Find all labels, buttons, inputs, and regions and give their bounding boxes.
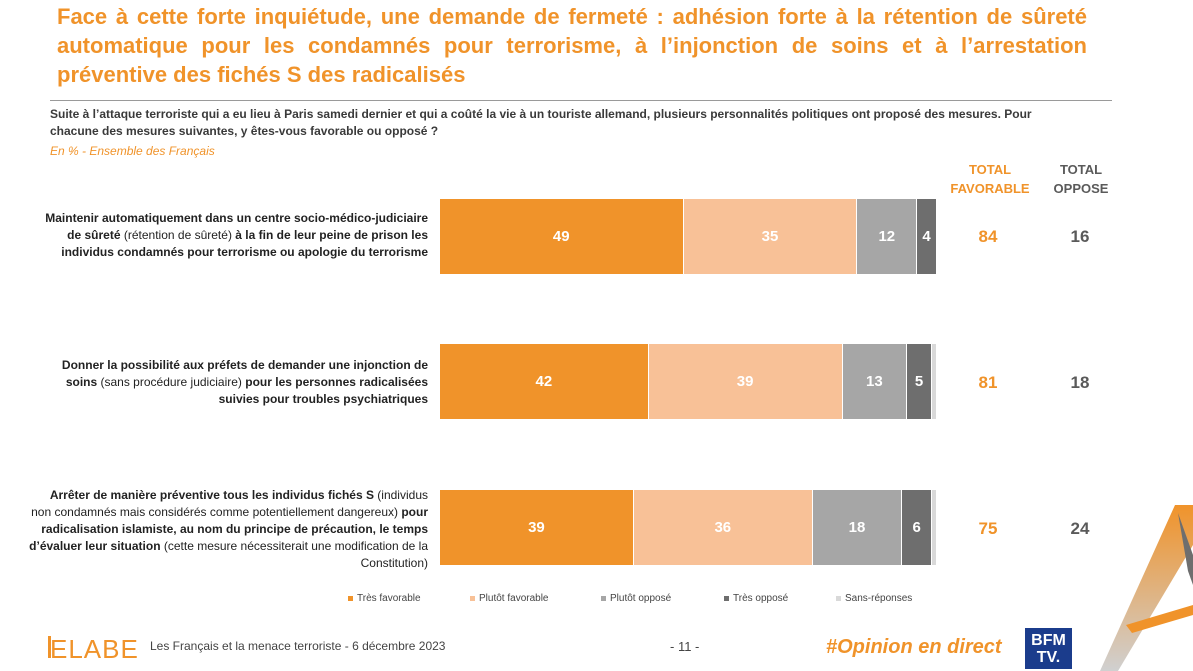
legend-swatch	[470, 596, 475, 601]
page-number: - 11 -	[670, 639, 700, 654]
legend-label: Plutôt favorable	[479, 593, 549, 604]
row-label-part: (sans procédure judiciaire)	[100, 375, 242, 389]
total-oppose-header: TOTAL OPPOSE	[1031, 160, 1131, 198]
total-favorable-value: 75	[978, 519, 998, 538]
bar-segment: 42	[440, 344, 649, 419]
opinion-hashtag: #Opinion en direct	[826, 636, 1002, 658]
legend-item: Très opposé	[724, 593, 788, 604]
total-oppose-value: 24	[1070, 519, 1090, 538]
legend-item: Plutôt opposé	[601, 593, 671, 604]
legend-label: Plutôt opposé	[610, 593, 672, 604]
bfmtv-logo-line2: TV.	[1036, 648, 1061, 666]
row-label-part: (individus non condamnés mais considérés…	[31, 488, 428, 519]
stacked-bar: 39 36 18 6	[440, 490, 937, 565]
legend-item: Plutôt favorable	[470, 593, 549, 604]
legend-item: Très favorable	[348, 593, 421, 604]
data-label: 4	[922, 228, 931, 245]
total-oppose-value: 16	[1070, 227, 1090, 246]
legend-swatch	[601, 596, 606, 601]
row-label-part: Arrêter de manière préventive tous les i…	[49, 488, 378, 502]
row-label-part: (cette mesure nécessiterait une modifica…	[163, 539, 428, 570]
legend-label: Sans-réponses	[845, 593, 913, 604]
data-label: 35	[761, 228, 779, 245]
bar-segment: 39	[440, 490, 634, 565]
decorative-a-shape	[1100, 505, 1193, 671]
data-label: 12	[878, 228, 896, 245]
data-label: 6	[912, 519, 921, 536]
title-divider	[50, 100, 1112, 101]
legend-swatch	[836, 596, 841, 601]
row-label: Donner la possibilité aux préfets de dem…	[28, 357, 428, 408]
total-favorable-value: 81	[978, 373, 998, 392]
bar-segment: 5	[907, 344, 933, 419]
bar-segment: 6	[902, 490, 933, 565]
survey-question: Suite à l’attaque terroriste qui a eu li…	[50, 107, 1032, 138]
bar-segment: 39	[648, 344, 843, 419]
stacked-bar: 49 35 12 4	[440, 199, 937, 274]
elabe-logo-text: ELABE	[50, 634, 139, 661]
bar-segment: 49	[440, 199, 684, 274]
row-label-part: Donner la possibilité aux préfets de dem…	[61, 358, 428, 389]
data-label: 18	[848, 519, 866, 536]
total-oppose-header-line2: OPPOSE	[1053, 181, 1109, 196]
total-favorable-value: 84	[978, 227, 998, 246]
bfmtv-logo: BFM TV.	[1025, 628, 1072, 669]
bar-segment	[932, 344, 937, 419]
bfmtv-logo-line1: BFM	[1031, 631, 1066, 649]
total-oppose-header-line1: TOTAL	[1059, 162, 1103, 177]
row-label-part: (rétention de sûreté)	[123, 228, 232, 242]
total-oppose-value: 18	[1070, 373, 1090, 392]
data-label: 13	[866, 373, 883, 390]
bar-segment: 18	[812, 490, 903, 565]
row-label-part: Maintenir automatiquement dans un centre…	[45, 211, 428, 242]
slide-title: Face à cette forte inquiétude, une deman…	[57, 4, 1087, 87]
legend-swatch	[348, 596, 353, 601]
total-favorable-header-line1: TOTAL	[968, 162, 1012, 177]
bar-segment: 12	[857, 199, 918, 274]
data-label: 5	[914, 373, 924, 390]
legend-item: Sans-réponses	[836, 593, 912, 604]
data-label: 39	[528, 519, 545, 536]
row-label-part: pour les personnes radicalisées suivies …	[218, 375, 428, 406]
bar-segment: 13	[842, 344, 908, 419]
legend-label: Très favorable	[357, 593, 421, 604]
stacked-bar: 42 39 13 5	[440, 344, 937, 419]
data-label: 42	[535, 373, 553, 390]
survey-base: En % - Ensemble des Français	[50, 144, 215, 158]
chart-legend: Très favorable Plutôt favorable Plutôt opp…	[0, 593, 1193, 607]
footer-source: Les Français et la menace terroriste - 6…	[150, 639, 446, 653]
row-label-part: à la fin de leur peine de prison les ind…	[61, 228, 428, 259]
row-label: Arrêter de manière préventive tous les i…	[28, 487, 428, 572]
elabe-logo: ELABE	[48, 631, 140, 666]
total-favorable-header: TOTAL FAVORABLE	[940, 160, 1040, 198]
bar-segment	[932, 490, 937, 565]
bar-segment: 4	[917, 199, 937, 274]
data-label: 39	[736, 373, 754, 390]
legend-swatch	[724, 596, 729, 601]
bar-segment: 36	[633, 490, 813, 565]
legend-label: Très opposé	[733, 593, 789, 604]
row-label-part: pour radicalisation islamiste, au nom du…	[29, 505, 428, 553]
data-label: 49	[552, 228, 570, 245]
bar-segment: 35	[683, 199, 858, 274]
row-label: Maintenir automatiquement dans un centre…	[28, 210, 428, 261]
total-favorable-header-line2: FAVORABLE	[950, 181, 1030, 196]
data-label: 36	[714, 519, 732, 536]
